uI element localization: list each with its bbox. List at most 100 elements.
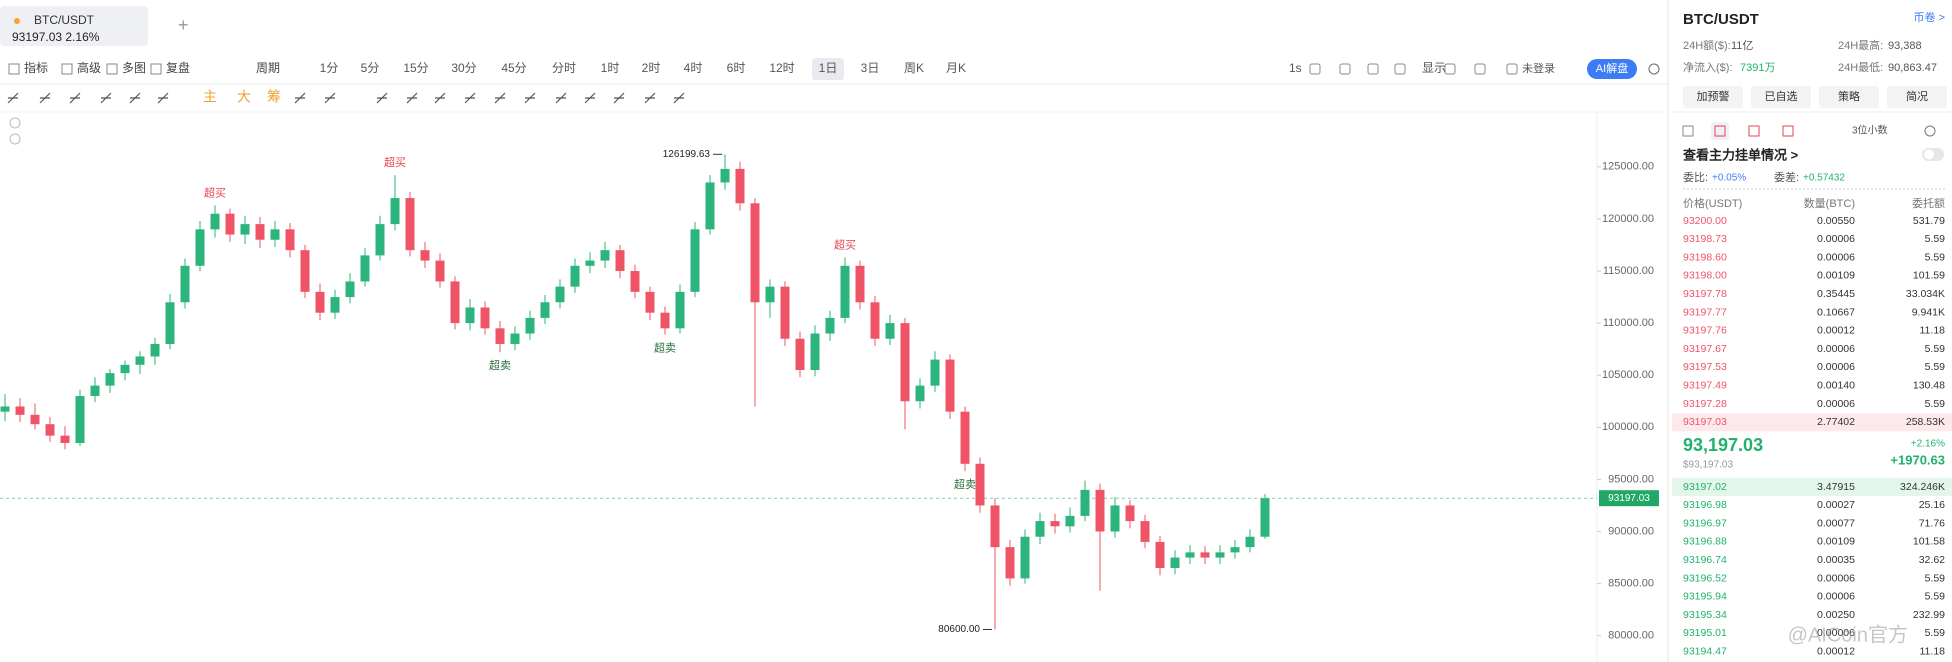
candle-body — [15, 406, 25, 415]
panel-button[interactable]: 加预警 — [1697, 89, 1730, 103]
y-tick-label: 100000.00 — [1602, 421, 1654, 433]
period-button[interactable]: 2时 — [642, 61, 661, 75]
period-button[interactable]: 分时 — [552, 61, 576, 75]
order-price: 93198.60 — [1683, 251, 1727, 263]
y-tick-label: 115000.00 — [1603, 265, 1654, 277]
candle-body — [240, 224, 250, 235]
period-button[interactable]: 45分 — [501, 61, 526, 75]
tool-button[interactable]: 多图 — [122, 61, 146, 75]
indicator-toggle[interactable]: 主 — [203, 89, 217, 105]
ai-button[interactable]: AI解盘 — [1596, 61, 1628, 75]
y-tick-label: 95000.00 — [1608, 473, 1654, 485]
panel-button-bg[interactable] — [1887, 86, 1947, 108]
draw-tool[interactable] — [294, 92, 306, 104]
settings-icon[interactable] — [1924, 125, 1936, 137]
tool-icon[interactable] — [61, 63, 73, 75]
panel-button-bg[interactable] — [1819, 86, 1879, 108]
period-menu[interactable]: 周期 — [256, 61, 280, 75]
tool-button[interactable]: 指标 — [24, 60, 48, 75]
period-button[interactable]: 3日 — [861, 61, 880, 75]
book-tab[interactable] — [1748, 125, 1760, 137]
draw-tool[interactable] — [434, 92, 446, 104]
row-highlight — [1672, 413, 1952, 432]
draw-tool[interactable] — [464, 92, 476, 104]
draw-tool[interactable] — [673, 92, 685, 104]
tool-icon[interactable] — [1309, 63, 1321, 75]
draw-tool[interactable] — [376, 92, 388, 104]
tool-icon[interactable] — [1444, 63, 1456, 75]
tool-icon[interactable] — [106, 63, 118, 75]
candle-body — [825, 317, 835, 334]
book-tab[interactable] — [1782, 125, 1794, 137]
panel-button[interactable]: 策略 — [1838, 89, 1860, 103]
order-qty: 2.77402 — [1817, 416, 1855, 428]
login-button[interactable]: 未登录 — [1522, 61, 1555, 75]
draw-tool[interactable] — [157, 92, 169, 104]
chart-icon[interactable] — [9, 133, 21, 145]
precision-menu[interactable]: 3位小数 — [1852, 124, 1888, 137]
draw-tool[interactable] — [555, 92, 567, 104]
candle-body — [765, 286, 775, 303]
speed-button[interactable]: 1s — [1289, 61, 1302, 75]
draw-tool[interactable] — [39, 92, 51, 104]
indicator-toggle[interactable]: 筹 — [267, 89, 281, 105]
panel-button[interactable]: 简况 — [1906, 89, 1928, 103]
draw-tool[interactable] — [7, 92, 19, 104]
tool-icon[interactable] — [1394, 63, 1406, 75]
tool-button[interactable]: 高级 — [77, 60, 101, 75]
draw-tool[interactable] — [324, 92, 336, 104]
tool-icon[interactable] — [8, 63, 20, 75]
period-button[interactable]: 1日 — [819, 61, 838, 75]
panel-button[interactable]: 已自选 — [1765, 90, 1798, 103]
share-icon[interactable] — [1648, 63, 1660, 75]
indicator-toggle[interactable]: 大 — [237, 89, 251, 105]
add-tab[interactable]: + — [178, 15, 189, 35]
book-tab[interactable] — [1714, 125, 1726, 137]
period-button[interactable]: 1分 — [320, 61, 339, 75]
period-button[interactable]: 6时 — [727, 61, 746, 75]
draw-tool[interactable] — [69, 92, 81, 104]
period-button[interactable]: 周K — [904, 61, 924, 75]
panel-button-bg[interactable] — [1751, 86, 1811, 108]
book-tab[interactable] — [1682, 125, 1694, 137]
candle-body — [225, 213, 235, 235]
period-button[interactable]: 30分 — [451, 61, 476, 75]
period-button[interactable]: 4时 — [684, 61, 703, 75]
tool-icon[interactable] — [1506, 63, 1518, 75]
draw-tool[interactable] — [584, 92, 596, 104]
tool-icon[interactable] — [1367, 63, 1379, 75]
period-button[interactable]: 12时 — [769, 61, 794, 75]
candle-body — [60, 435, 70, 443]
period-button[interactable]: 1时 — [601, 61, 620, 75]
ai-button-bg[interactable] — [1587, 59, 1637, 79]
candle-body — [345, 281, 355, 298]
tool-icon[interactable] — [1339, 63, 1351, 75]
period-button[interactable]: 月K — [946, 61, 966, 75]
draw-tool[interactable] — [406, 92, 418, 104]
order-amount: 11.18 — [1920, 325, 1946, 337]
draw-tool[interactable] — [644, 92, 656, 104]
tool-icon[interactable] — [1474, 63, 1486, 75]
tool-button[interactable]: 复盘 — [166, 60, 190, 75]
order-price: 93197.67 — [1683, 343, 1727, 355]
period-button[interactable]: 5分 — [361, 61, 380, 75]
draw-tool[interactable] — [129, 92, 141, 104]
display-button[interactable]: 显示 — [1422, 61, 1446, 75]
stat-value: 90,863.47 — [1888, 62, 1937, 74]
tab-symbol[interactable]: BTC/USDT — [34, 13, 95, 27]
chart-icon[interactable] — [9, 117, 21, 129]
draw-tool[interactable] — [613, 92, 625, 104]
order-amount: 25.16 — [1919, 499, 1945, 511]
draw-tool[interactable] — [494, 92, 506, 104]
depth-link[interactable]: 查看主力挂单情况 > — [1682, 147, 1799, 162]
draw-tool[interactable] — [524, 92, 536, 104]
symbol-tab[interactable] — [0, 6, 148, 46]
draw-tool[interactable] — [100, 92, 112, 104]
panel-link[interactable]: 币卷 > — [1914, 10, 1945, 24]
tool-icon[interactable] — [150, 63, 162, 75]
candle-body — [585, 260, 595, 266]
panel-button-bg[interactable] — [1683, 86, 1743, 108]
order-qty: 0.00250 — [1817, 609, 1855, 621]
watermark: @AICoin官方 — [1788, 623, 1908, 646]
period-button[interactable]: 15分 — [403, 61, 428, 75]
